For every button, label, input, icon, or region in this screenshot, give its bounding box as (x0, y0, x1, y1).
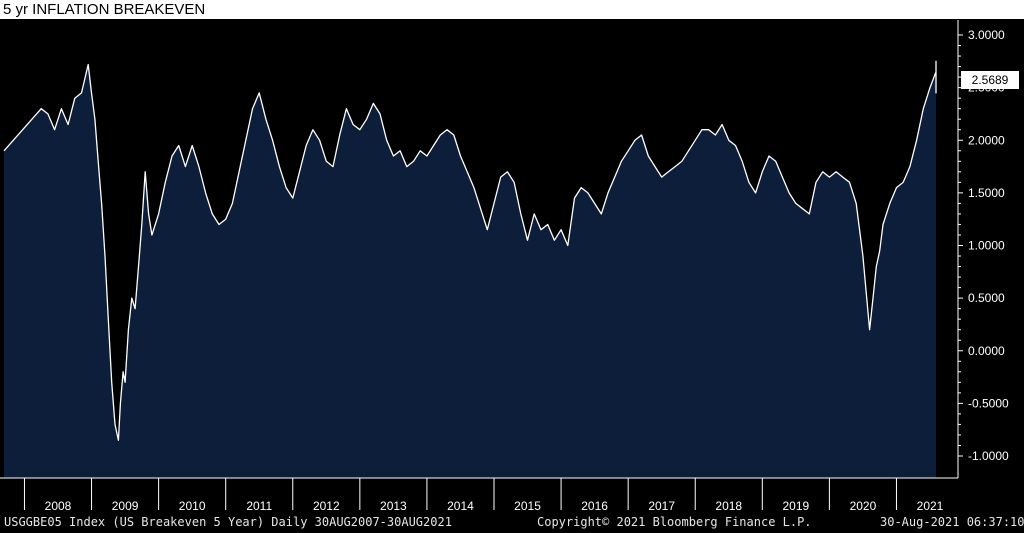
y-tick-label: 0.5000 (968, 291, 1005, 305)
y-tick-label: -0.5000 (968, 396, 1009, 410)
footer-ticker: USGGBE05 Index (US Breakeven 5 Year) Dai… (4, 515, 452, 529)
y-tick-label: 1.0000 (968, 239, 1005, 253)
plot-layer (3, 60, 937, 479)
y-tick-label: 3.0000 (968, 28, 1005, 42)
x-tick-label: 2010 (179, 499, 206, 513)
x-tick-label: 2018 (715, 499, 742, 513)
axis-layer: 3.00002.50002.00001.50001.00000.50000.00… (0, 20, 1009, 513)
x-tick-label: 2011 (246, 499, 272, 513)
series-line (3, 60, 937, 441)
x-tick-label: 2016 (581, 499, 608, 513)
x-tick-label: 2021 (917, 499, 944, 513)
x-tick-label: 2014 (447, 499, 474, 513)
x-tick-label: 2012 (313, 499, 340, 513)
x-tick-label: 2019 (782, 499, 809, 513)
x-tick-label: 2008 (45, 499, 72, 513)
y-tick-label: 0.0000 (968, 344, 1005, 358)
footer-copyright: Copyright© 2021 Bloomberg Finance L.P. (537, 515, 812, 529)
x-tick-label: 2013 (380, 499, 407, 513)
x-tick-label: 2015 (514, 499, 541, 513)
y-tick-label: 2.0000 (968, 133, 1005, 147)
footer-timestamp: 30-Aug-2021 06:37:10 (880, 515, 1024, 529)
y-tick-label: 1.5000 (968, 186, 1005, 200)
x-tick-label: 2009 (112, 499, 139, 513)
y-tick-label: -1.0000 (968, 449, 1009, 463)
chart-title: 5 yr INFLATION BREAKEVEN (3, 1, 206, 18)
series-area (4, 61, 936, 479)
x-tick-label: 2020 (850, 499, 877, 513)
x-tick-label: 2017 (648, 499, 675, 513)
last-value-tag: 2.5689 (961, 71, 1019, 89)
